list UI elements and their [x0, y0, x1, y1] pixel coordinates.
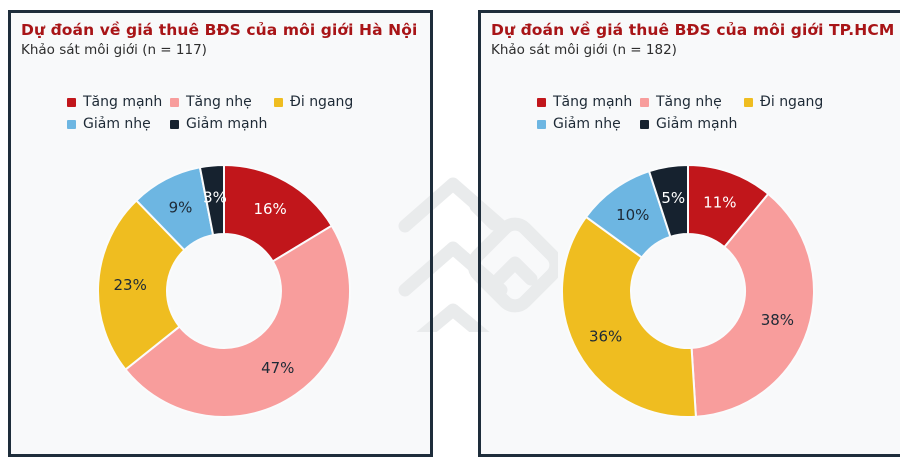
donut-slice-label: 36% [589, 327, 622, 345]
legend-label: Tăng nhẹ [656, 94, 722, 110]
legend-label: Tăng mạnh [83, 94, 163, 110]
legend-swatch-icon [67, 119, 76, 129]
legend-label: Giảm mạnh [656, 116, 738, 132]
chart-legend: Tăng mạnh Tăng nhẹ Đi ngang Giảm nhẹ Giảm mạ… [67, 94, 353, 132]
legend-item[interactable]: Tăng mạnh [537, 94, 640, 110]
donut-slice-label: 16% [253, 200, 286, 218]
legend-item[interactable]: Giảm nhẹ [537, 116, 640, 132]
donut-slice-1[interactable] [124, 224, 351, 419]
legend-label: Tăng mạnh [553, 94, 633, 110]
chart-title: Dự đoán về giá thuê BĐS của môi giới TP.… [491, 21, 895, 39]
legend-label: Giảm mạnh [186, 116, 268, 132]
legend-item[interactable]: Tăng mạnh [67, 94, 170, 110]
legend-swatch-icon [170, 119, 179, 129]
legend-label: Giảm nhẹ [83, 116, 151, 132]
chart-title: Dự đoán về giá thuê BĐS của môi giới Hà … [21, 21, 418, 39]
donut-slice-label: 5% [661, 189, 685, 207]
legend-swatch-icon [170, 97, 179, 107]
legend-label: Giảm nhẹ [553, 116, 621, 132]
donut-slice-2[interactable] [561, 215, 697, 418]
chart-subtitle: Khảo sát môi giới (n = 182) [491, 42, 677, 58]
legend-item[interactable]: Đi ngang [744, 94, 823, 110]
legend-label: Tăng nhẹ [186, 94, 252, 110]
donut-chart-hcmc: 11% 38% 36% 10% 5% [561, 164, 815, 418]
legend-swatch-icon [640, 97, 649, 107]
legend-item[interactable]: Tăng nhẹ [170, 94, 274, 110]
donut-slice-4[interactable] [648, 164, 689, 238]
donut-slice-label: 10% [616, 206, 649, 224]
legend-item[interactable]: Đi ngang [274, 94, 353, 110]
donut-slice-label: 3% [203, 188, 227, 206]
legend-swatch-icon [537, 119, 546, 129]
chart-subtitle: Khảo sát môi giới (n = 117) [21, 42, 207, 58]
legend-item[interactable]: Tăng nhẹ [640, 94, 744, 110]
chart-legend: Tăng mạnh Tăng nhẹ Đi ngang Giảm nhẹ Giảm mạ… [537, 94, 823, 132]
legend-swatch-icon [537, 97, 546, 107]
donut-slice-4[interactable] [198, 163, 225, 237]
panel-hanoi-chart: Dự đoán về giá thuê BĐS của môi giới Hà … [8, 10, 433, 457]
legend-item[interactable]: Giảm nhẹ [67, 116, 170, 132]
donut-slice-label: 38% [761, 311, 794, 329]
legend-swatch-icon [640, 119, 649, 129]
legend-swatch-icon [67, 97, 76, 107]
legend-swatch-icon [744, 97, 753, 107]
legend-item[interactable]: Giảm mạnh [170, 116, 274, 132]
donut-chart-hanoi: 16% 47% 23% 9% 3% [97, 163, 351, 419]
legend-label: Đi ngang [760, 94, 824, 110]
donut-slice-2[interactable] [97, 199, 186, 371]
legend-swatch-icon [274, 97, 283, 107]
donut-slice-label: 47% [261, 359, 294, 377]
legend-label: Đi ngang [290, 94, 354, 110]
panel-hcmc-chart: Dự đoán về giá thuê BĐS của môi giới TP.… [478, 10, 900, 457]
legend-item[interactable]: Giảm mạnh [640, 116, 744, 132]
donut-slice-label: 11% [703, 194, 736, 212]
donut-slice-label: 9% [169, 199, 193, 217]
donut-slice-label: 23% [114, 276, 147, 294]
donut-slice-1[interactable] [690, 192, 815, 418]
